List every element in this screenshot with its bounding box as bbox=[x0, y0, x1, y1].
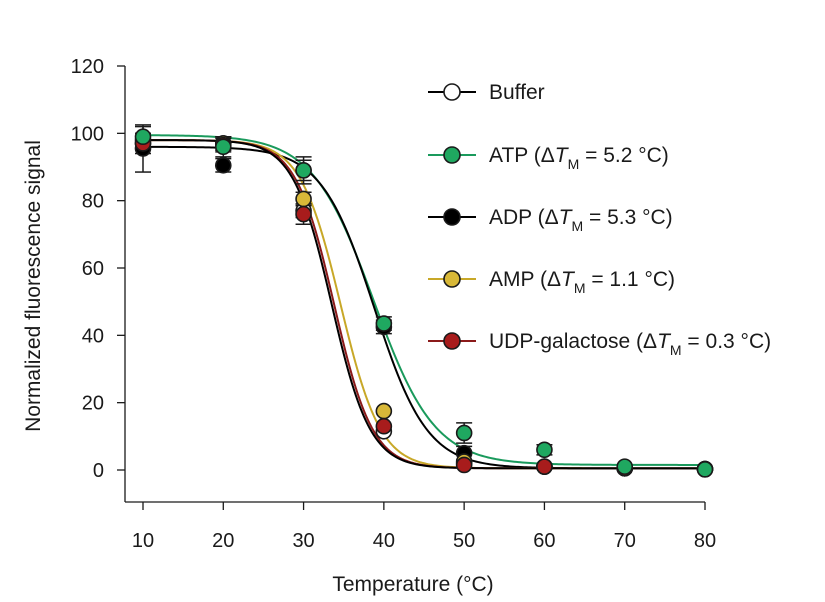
legend-label: Buffer bbox=[489, 81, 545, 104]
fit-curve-0 bbox=[143, 139, 705, 470]
fit-curve-3 bbox=[142, 139, 705, 470]
x-tick-label: 80 bbox=[694, 530, 716, 552]
data-point-series-1 bbox=[295, 162, 312, 179]
axis-ticks: 10 20 30 40 50 60 70 80 0 20 40 60 80 100 120 bbox=[71, 56, 717, 552]
fit-curves bbox=[142, 134, 705, 470]
x-tick-label: 20 bbox=[212, 530, 234, 552]
x-axis-title: Temperature (°C) bbox=[332, 573, 493, 596]
data-point-series-3 bbox=[375, 402, 393, 420]
legend-marker bbox=[443, 332, 461, 350]
legend-item: ADP (ΔTM = 5.3 °C) bbox=[428, 206, 673, 234]
legend-label: ADP (ΔTM = 5.3 °C) bbox=[489, 206, 673, 234]
data-point-series-1 bbox=[696, 461, 714, 478]
y-tick-label: 40 bbox=[82, 325, 104, 347]
fit-curve-2 bbox=[142, 145, 705, 470]
y-tick-label: 120 bbox=[71, 56, 104, 78]
legend-item: AMP (ΔTM = 1.1 °C) bbox=[428, 268, 675, 296]
x-tick-label: 60 bbox=[533, 530, 555, 552]
y-tick-label: 80 bbox=[82, 191, 104, 213]
y-tick-label: 100 bbox=[71, 123, 104, 145]
data-point-series-1 bbox=[134, 128, 152, 145]
data-points bbox=[134, 128, 714, 478]
x-tick-label: 50 bbox=[453, 530, 475, 552]
legend-item: ATP (ΔTM = 5.2 °C) bbox=[428, 144, 669, 172]
legend-label: AMP (ΔTM = 1.1 °C) bbox=[489, 268, 675, 296]
y-axis-title: Normalized fluorescence signal bbox=[22, 140, 45, 432]
data-point-series-4 bbox=[295, 205, 312, 223]
legend-item: UDP-galactose (ΔTM = 0.3 °C) bbox=[428, 330, 771, 358]
legend-marker bbox=[443, 146, 461, 164]
data-point-series-4 bbox=[536, 458, 553, 475]
data-point-series-2 bbox=[214, 157, 232, 174]
legend-marker bbox=[443, 270, 461, 288]
data-point-series-1 bbox=[536, 441, 553, 459]
legend-marker bbox=[443, 83, 461, 101]
data-point-series-3 bbox=[295, 190, 312, 208]
data-point-series-4 bbox=[455, 456, 473, 474]
legend-label: ATP (ΔTM = 5.2 °C) bbox=[489, 144, 669, 172]
fit-curve-4 bbox=[143, 139, 705, 470]
x-tick-label: 10 bbox=[132, 530, 154, 552]
data-point-series-1 bbox=[455, 424, 473, 442]
data-point-series-1 bbox=[214, 138, 232, 156]
legend-marker bbox=[443, 208, 461, 226]
fit-curve-1 bbox=[142, 134, 705, 466]
x-tick-label: 30 bbox=[292, 530, 314, 552]
legend: Buffer ATP (ΔTM = 5.2 °C) ADP (ΔTM = 5.3 °… bbox=[428, 81, 771, 358]
axes bbox=[124, 66, 705, 503]
y-tick-label: 20 bbox=[82, 393, 104, 415]
y-tick-label: 0 bbox=[93, 460, 104, 482]
data-point-series-1 bbox=[375, 315, 393, 332]
x-tick-label: 40 bbox=[373, 530, 395, 552]
y-tick-label: 60 bbox=[82, 258, 104, 280]
data-point-series-1 bbox=[616, 458, 634, 475]
legend-label: UDP-galactose (ΔTM = 0.3 °C) bbox=[489, 330, 771, 358]
error-bars bbox=[135, 124, 553, 461]
data-point-series-4 bbox=[375, 417, 393, 435]
x-tick-label: 70 bbox=[614, 530, 636, 552]
legend-item: Buffer bbox=[428, 81, 545, 104]
